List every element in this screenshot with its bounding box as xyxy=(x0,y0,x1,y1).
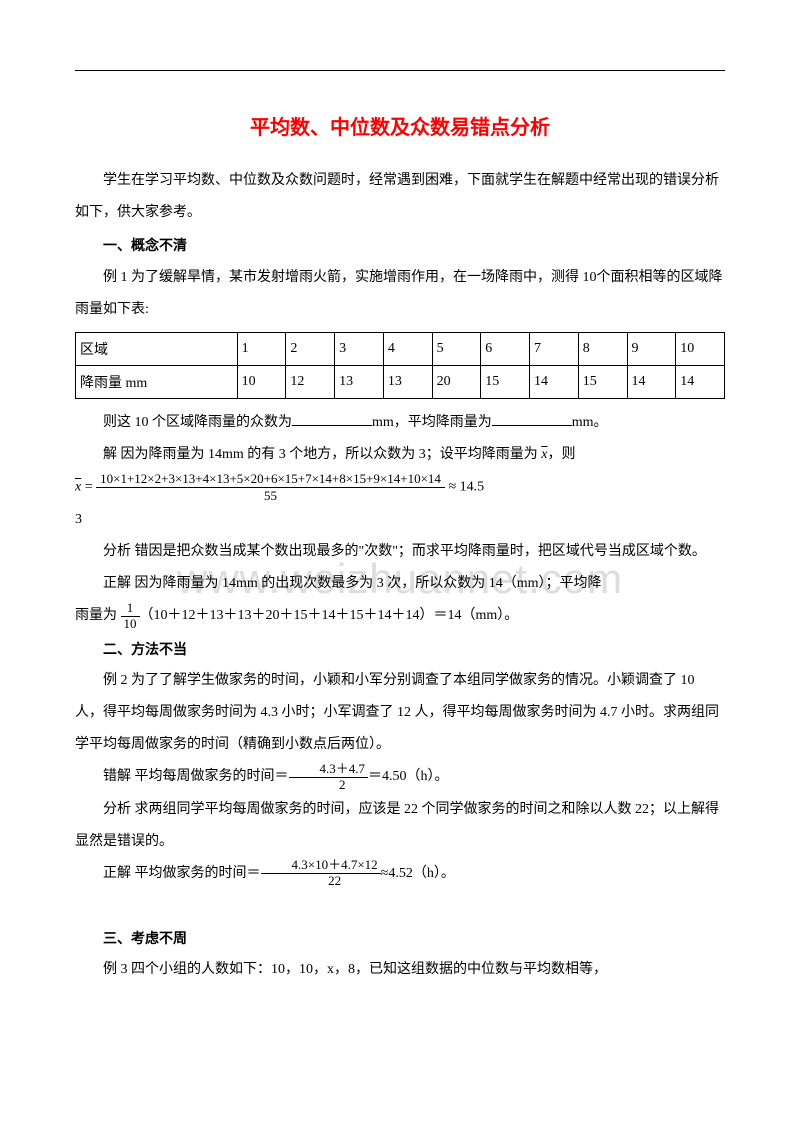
page-title: 平均数、中位数及众数易错点分析 xyxy=(75,111,725,140)
numerator: 4.3＋4.7 xyxy=(289,762,369,778)
denominator: 55 xyxy=(96,488,445,504)
fraction: 4.3×10＋4.7×1222 xyxy=(261,858,381,889)
fill-blank-line: 则这 10 个区域降雨量的众数为 mm，平均降雨量为 mm。 xyxy=(75,407,725,439)
correct1-line2: 雨量为 110（10＋12＋13＋13＋20＋15＋14＋15＋14＋14）＝1… xyxy=(75,600,725,632)
table-cell: 3 xyxy=(335,332,384,365)
table-cell: 14 xyxy=(627,365,676,398)
approx: ≈ 14.5 xyxy=(445,480,484,495)
table-cell: 14 xyxy=(676,365,725,398)
text: mm，平均降雨量为 xyxy=(372,415,492,430)
solution-lead: 解 因为降雨量为 14mm 的有 3 个地方，所以众数为 3；设平均降雨量为 x… xyxy=(75,439,725,471)
intro-paragraph: 学生在学习平均数、中位数及众数问题时，经常遇到困难，下面就学生在解题中经常出现的… xyxy=(75,165,725,229)
table-cell: 6 xyxy=(481,332,530,365)
table-cell: 10 xyxy=(237,365,286,398)
table-cell: 7 xyxy=(530,332,579,365)
table-cell: 20 xyxy=(432,365,481,398)
denominator: 2 xyxy=(289,778,369,793)
table-cell: 区域 xyxy=(76,332,238,365)
numerator: 10×1+12×2+3×13+4×13+5×20+6×15+7×14+8×15+… xyxy=(96,471,445,488)
wrong-solution2: 错解 平均每周做家务的时间＝4.3＋4.72＝4.50（h）。 xyxy=(75,761,725,793)
spacer xyxy=(75,890,725,922)
fraction: 110 xyxy=(121,601,140,632)
table-cell: 13 xyxy=(383,365,432,398)
table-cell: 9 xyxy=(627,332,676,365)
example1-text: 例 1 为了缓解旱情，某市发射增雨火箭，实施增雨作用，在一场降雨中，测得 10个… xyxy=(75,262,725,326)
denominator: 10 xyxy=(121,617,140,632)
blank-field xyxy=(292,411,372,426)
top-rule xyxy=(75,70,725,71)
table-cell: 13 xyxy=(335,365,384,398)
trailing-digit: 3 xyxy=(75,504,725,536)
blank-field xyxy=(492,411,572,426)
example3-text: 例 3 四个小组的人数如下：10，10，x，8，已知这组数据的中位数与平均数相等… xyxy=(75,954,725,986)
analysis2: 分析 求两组同学平均每周做家务的时间，应该是 22 个同学做家务的时间之和除以人… xyxy=(75,794,725,858)
example2-text: 例 2 为了了解学生做家务的时间，小颖和小军分别调查了本组同学做家务的情况。小颖… xyxy=(75,665,725,762)
rainfall-table: 区域 1 2 3 4 5 6 7 8 9 10 降雨量 mm 10 12 13 … xyxy=(75,332,725,399)
correct1-line1: 正解 因为降雨量为 14mm 的出现次数最多为 3 次，所以众数为 14（mm）… xyxy=(75,568,725,600)
table-cell: 15 xyxy=(578,365,627,398)
table-cell: 10 xyxy=(676,332,725,365)
numerator: 4.3×10＋4.7×12 xyxy=(261,858,381,874)
section3-heading: 三、考虑不周 xyxy=(75,922,725,954)
big-formula: x = 10×1+12×2+3×13+4×13+5×20+6×15+7×14+8… xyxy=(75,471,725,504)
table-cell: 2 xyxy=(286,332,335,365)
correct-solution2: 正解 平均做家务的时间＝4.3×10＋4.7×1222≈4.52（h）。 xyxy=(75,858,725,890)
fraction: 10×1+12×2+3×13+4×13+5×20+6×15+7×14+8×15+… xyxy=(96,471,445,503)
fraction: 4.3＋4.72 xyxy=(289,762,369,793)
table-cell: 14 xyxy=(530,365,579,398)
table-row: 降雨量 mm 10 12 13 13 20 15 14 15 14 14 xyxy=(76,365,725,398)
denominator: 22 xyxy=(261,874,381,889)
text: 正解 平均做家务的时间＝ xyxy=(103,866,261,881)
document-content: 平均数、中位数及众数易错点分析 学生在学习平均数、中位数及众数问题时，经常遇到困… xyxy=(75,111,725,987)
table-cell: 15 xyxy=(481,365,530,398)
text: ≈4.52（h）。 xyxy=(381,866,455,881)
table-cell: 12 xyxy=(286,365,335,398)
table-cell: 5 xyxy=(432,332,481,365)
numerator: 1 xyxy=(121,601,140,617)
table-cell: 降雨量 mm xyxy=(76,365,238,398)
text: ，则 xyxy=(548,447,576,462)
section1-heading: 一、概念不清 xyxy=(75,229,725,261)
table-row: 区域 1 2 3 4 5 6 7 8 9 10 xyxy=(76,332,725,365)
text: ＝4.50（h）。 xyxy=(368,769,449,784)
text: 错解 平均每周做家务的时间＝ xyxy=(103,769,289,784)
table-cell: 4 xyxy=(383,332,432,365)
section2-heading: 二、方法不当 xyxy=(75,633,725,665)
text: 雨量为 xyxy=(75,608,121,623)
table-cell: 1 xyxy=(237,332,286,365)
analysis1: 分析 错因是把众数当成某个数出现最多的"次数"；而求平均降雨量时，把区域代号当成… xyxy=(75,536,725,568)
table-cell: 8 xyxy=(578,332,627,365)
text: （10＋12＋13＋13＋20＋15＋14＋15＋14＋14）＝14（mm）。 xyxy=(140,608,519,623)
text: mm。 xyxy=(572,415,608,430)
equals: = xyxy=(81,480,96,495)
text: 则这 10 个区域降雨量的众数为 xyxy=(103,415,292,430)
text: 解 因为降雨量为 14mm 的有 3 个地方，所以众数为 3；设平均降雨量为 xyxy=(103,447,541,462)
